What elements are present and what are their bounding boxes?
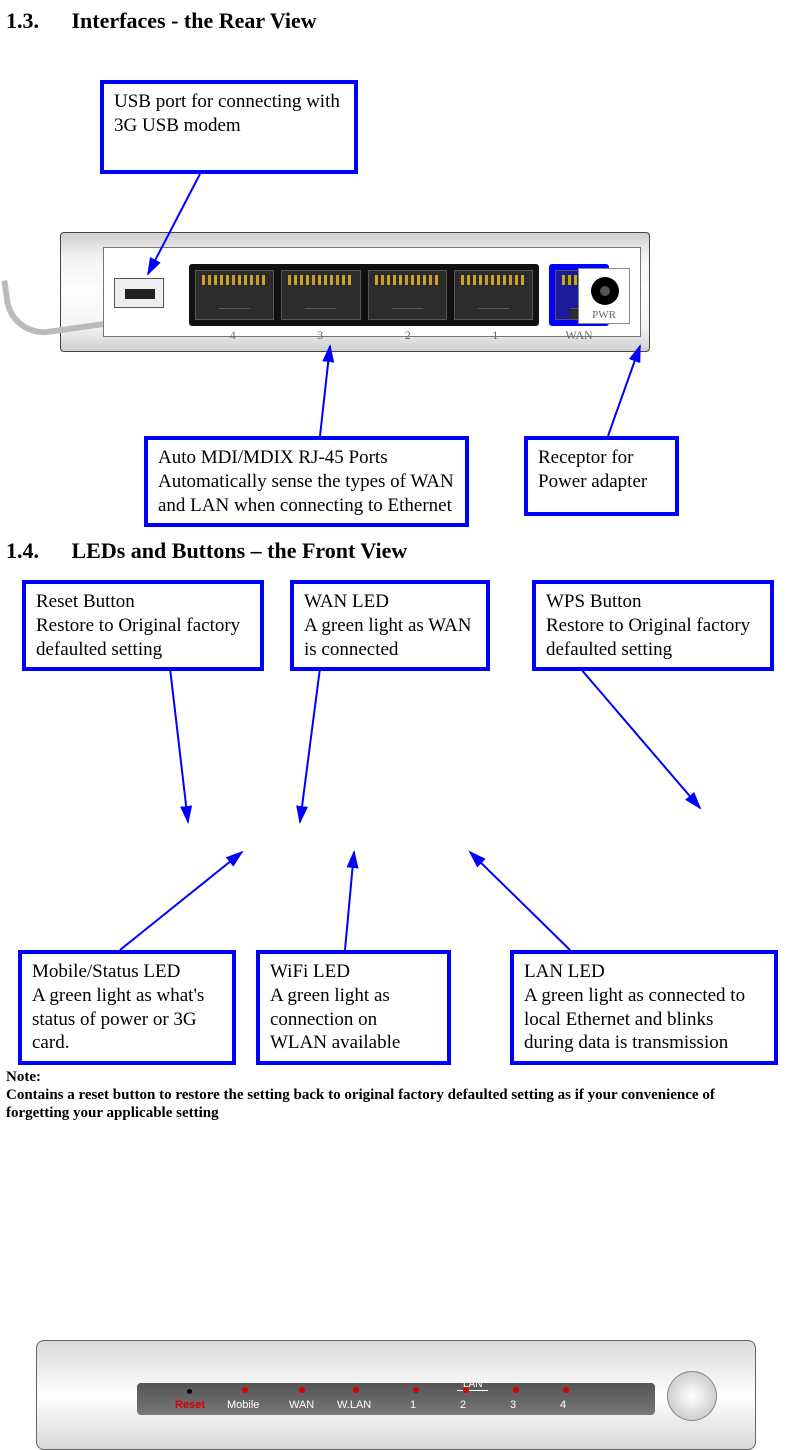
power-jack [591, 277, 619, 305]
lan-ports-group [189, 264, 539, 326]
wlan-label: W.LAN [337, 1399, 371, 1411]
wan-label: WAN [289, 1399, 314, 1411]
rj45-callout-text: Auto MDI/MDIX RJ-45 Ports Automatically … [158, 447, 454, 516]
router-front-device: Reset Mobile WAN W.LAN LAN 1 2 3 4 [36, 1340, 756, 1450]
wps-button [667, 1371, 717, 1421]
wifi-led-callout-text: WiFi LED A green light as connection on … [270, 961, 400, 1053]
wan-led-callout: WAN LED A green light as WAN is connecte… [290, 580, 490, 671]
lan-port-3 [281, 270, 360, 320]
rj45-callout: Auto MDI/MDIX RJ-45 Ports Automatically … [144, 436, 469, 527]
mobile-label: Mobile [227, 1399, 259, 1411]
wan-led-callout-text: WAN LED A green light as WAN is connecte… [304, 591, 471, 660]
lan-port-4 [195, 270, 274, 320]
wlan-led [353, 1387, 359, 1393]
front-view-section: Reset Button Restore to Original factory… [0, 560, 788, 1070]
lan-led-callout-text: LAN LED A green light as connected to lo… [524, 961, 745, 1053]
wps-callout-text: WPS Button Restore to Original factory d… [546, 591, 750, 660]
lan-led-callout: LAN LED A green light as connected to lo… [510, 950, 778, 1065]
lan3-label: 3 [510, 1399, 516, 1411]
mobile-led-callout: Mobile/Status LED A green light as what'… [18, 950, 236, 1065]
wifi-led-callout: WiFi LED A green light as connection on … [256, 950, 451, 1065]
router-rear-device: 4 3 2 1 WAN PWR [60, 232, 650, 352]
usb-port [114, 278, 164, 308]
lan-port-labels: 4 3 2 1 [189, 328, 539, 343]
lan-port-1 [454, 270, 533, 320]
usb-cable [1, 266, 118, 341]
lan-group-label: LAN [457, 1379, 488, 1391]
mobile-led [242, 1387, 248, 1393]
wan-port-label: WAN [549, 328, 609, 343]
note-body: Contains a reset button to restore the s… [6, 1086, 768, 1122]
front-strip [137, 1383, 655, 1415]
lan1-led [413, 1387, 419, 1393]
lan2-label: 2 [460, 1399, 466, 1411]
reset-callout-text: Reset Button Restore to Original factory… [36, 591, 240, 660]
usb-callout: USB port for connecting with 3G USB mode… [100, 80, 358, 174]
power-label: PWR [579, 309, 629, 321]
wan-led [299, 1387, 305, 1393]
power-callout: Receptor for Power adapter [524, 436, 679, 516]
usb-callout-text: USB port for connecting with 3G USB mode… [114, 91, 340, 136]
section-title-1-3: Interfaces - the Rear View [72, 8, 317, 33]
rear-view-section: USB port for connecting with 3G USB mode… [0, 34, 788, 534]
section-heading-1-4: 1.4. LEDs and Buttons – the Front View [0, 530, 407, 564]
lan-label-4: 4 [189, 328, 277, 343]
power-port-box: PWR [578, 268, 630, 324]
note-heading: Note: [6, 1068, 768, 1086]
note-block: Note: Contains a reset button to restore… [6, 1068, 768, 1122]
reset-label: Reset [175, 1399, 205, 1411]
section-number-1-3: 1.3. [6, 8, 66, 34]
lan-port-2 [368, 270, 447, 320]
wps-callout: WPS Button Restore to Original factory d… [532, 580, 774, 671]
mobile-led-callout-text: Mobile/Status LED A green light as what'… [32, 961, 204, 1053]
lan-label-3: 3 [277, 328, 365, 343]
power-callout-text: Receptor for Power adapter [538, 447, 647, 492]
lan2-led [463, 1387, 469, 1393]
rear-panel: 4 3 2 1 WAN PWR [103, 247, 641, 337]
lan4-label: 4 [560, 1399, 566, 1411]
lan1-label: 1 [410, 1399, 416, 1411]
lan-label-2: 2 [364, 328, 452, 343]
reset-button [187, 1389, 192, 1394]
lan3-led [513, 1387, 519, 1393]
lan4-led [563, 1387, 569, 1393]
reset-callout: Reset Button Restore to Original factory… [22, 580, 264, 671]
section-heading-1-3: 1.3. Interfaces - the Rear View [0, 0, 788, 34]
lan-label-1: 1 [452, 328, 540, 343]
